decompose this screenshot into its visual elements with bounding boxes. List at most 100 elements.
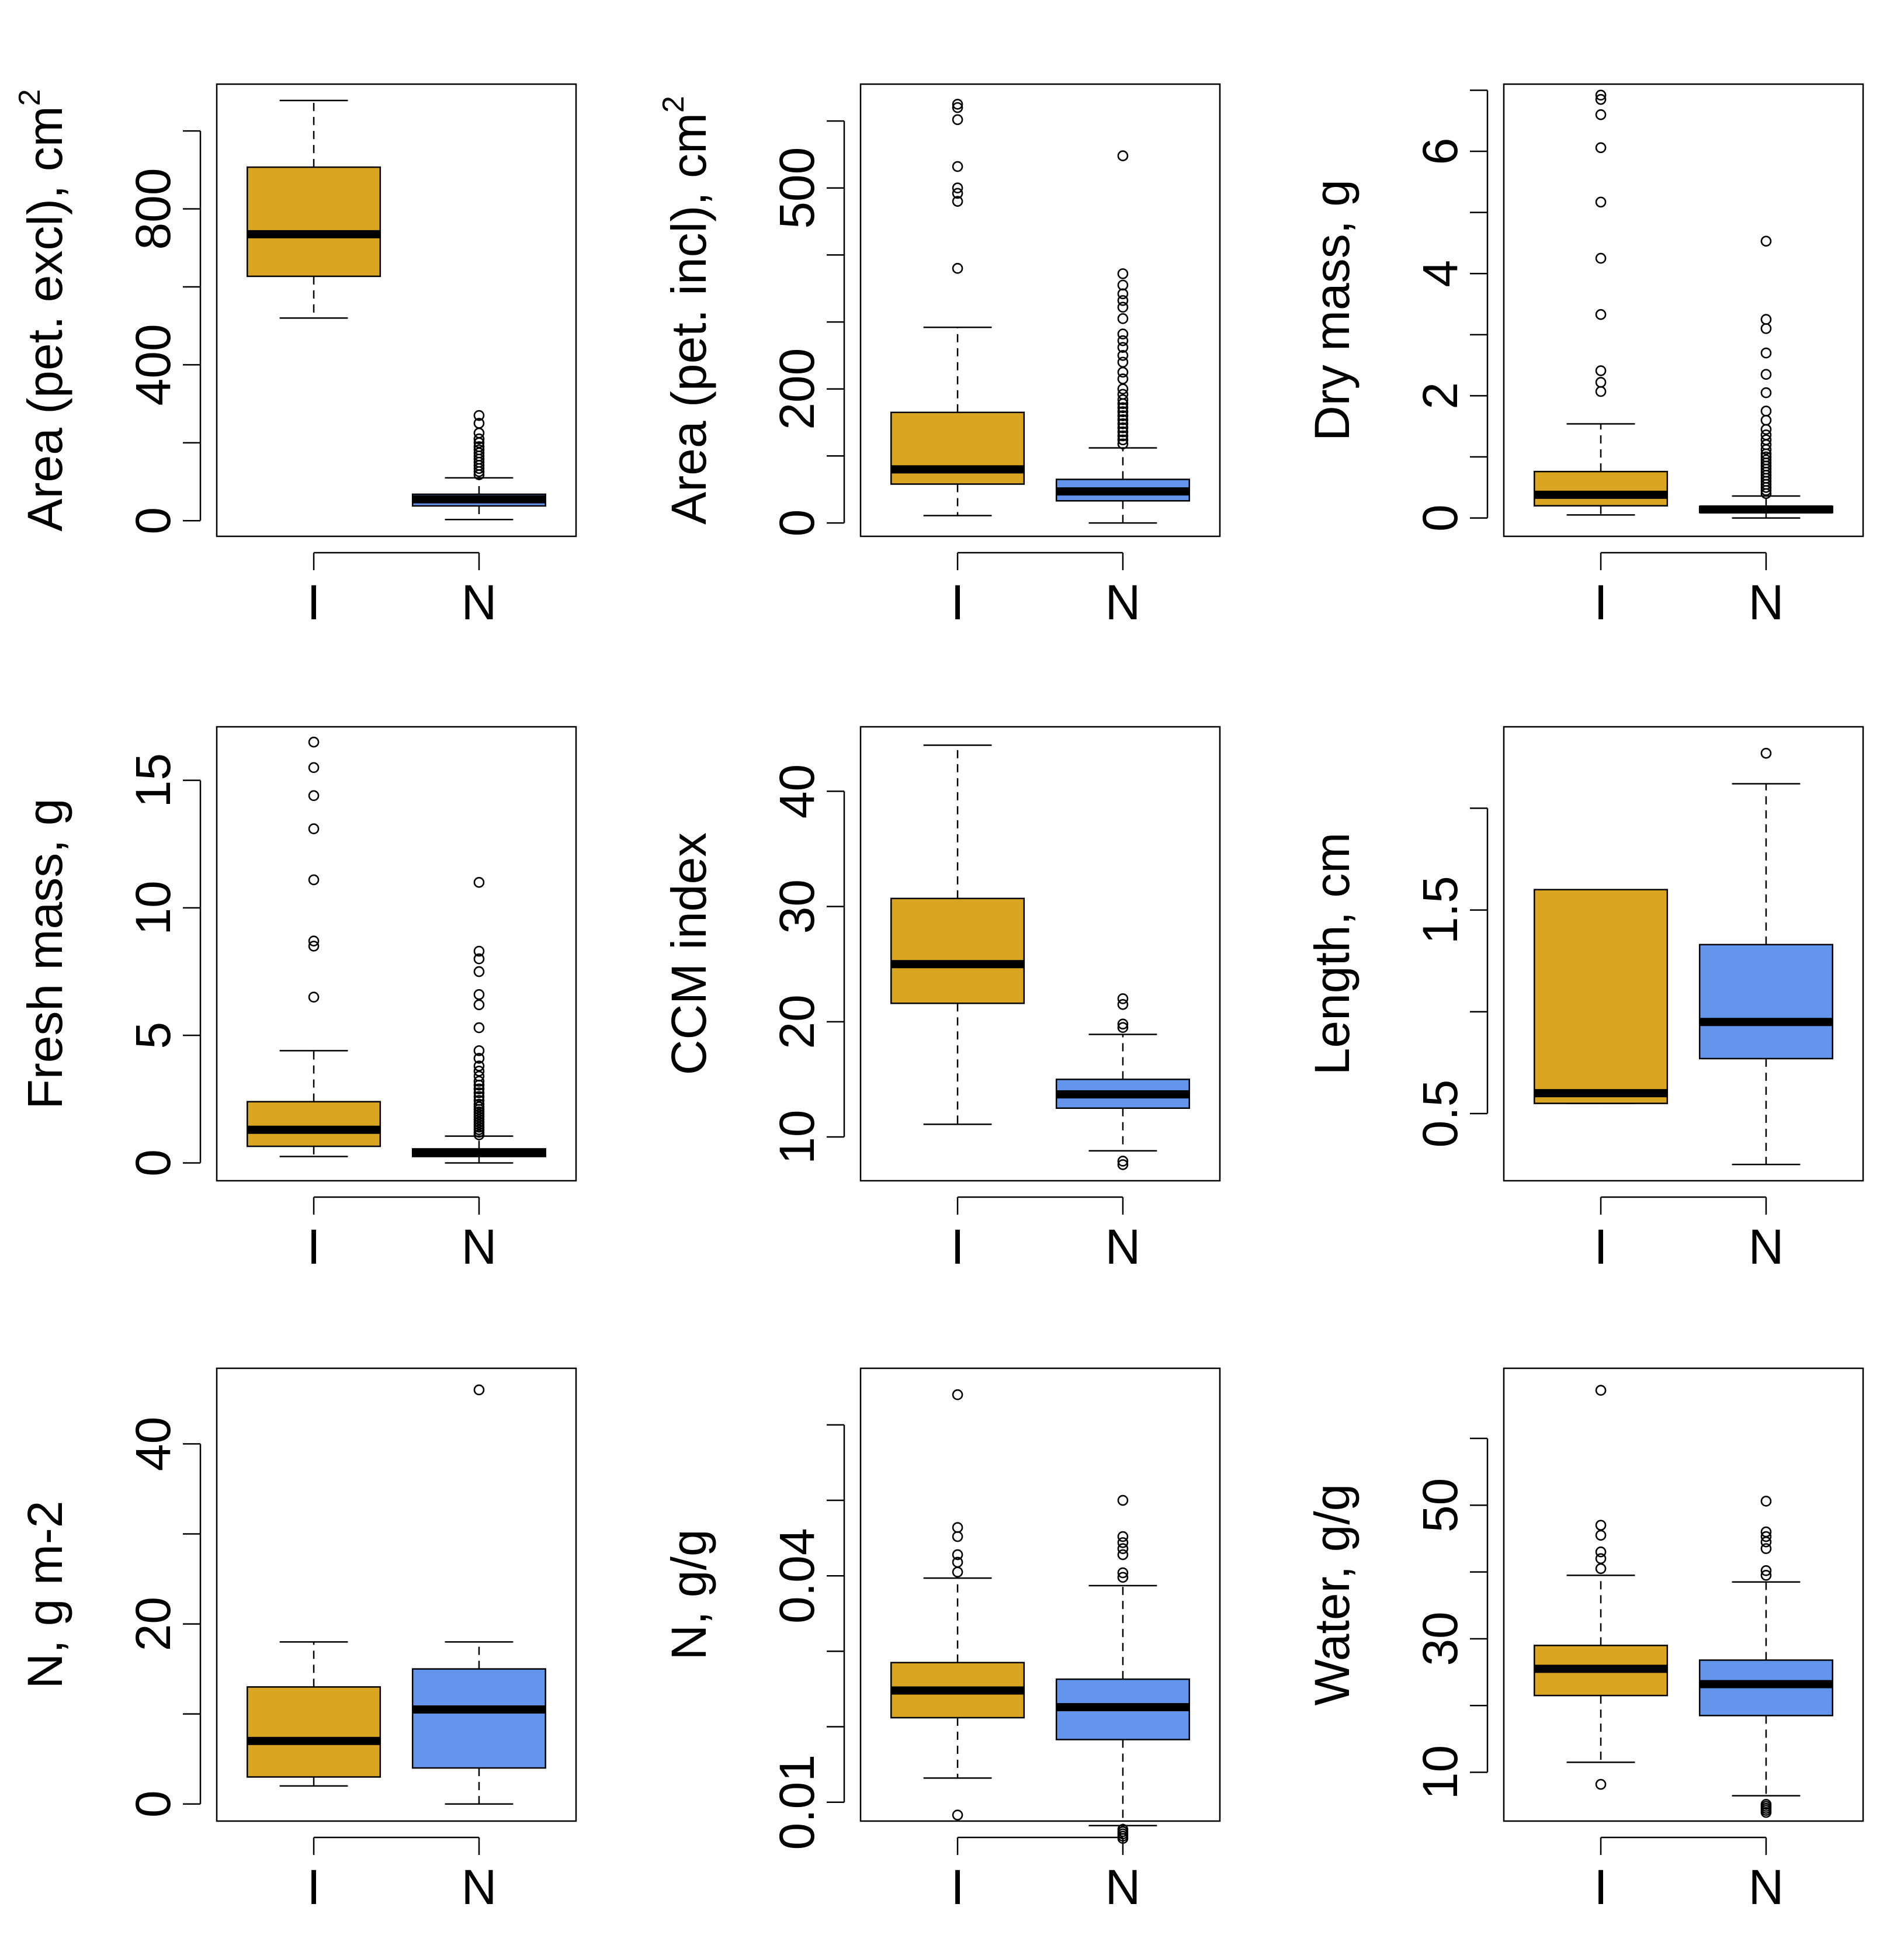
- outlier-point: [473, 1091, 485, 1102]
- x-tick-label-I: I: [1594, 1860, 1607, 1915]
- box-N: [1698, 1496, 1833, 1818]
- outlier-point: [1595, 252, 1607, 264]
- box-N: [411, 876, 546, 1164]
- boxplot-panel-6: 0.5 1.5 I N Length, cm: [1305, 726, 1864, 1274]
- outlier-point: [1117, 1543, 1129, 1555]
- outlier-point: [473, 444, 485, 456]
- outlier-point: [1760, 369, 1772, 380]
- y-tick-label: 50: [1413, 1478, 1468, 1532]
- outlier-point: [1595, 1520, 1607, 1531]
- box-iqr: [1534, 470, 1669, 507]
- y-tick-label: 20: [769, 994, 824, 1049]
- y-axis-label-text: CCM index: [661, 833, 716, 1075]
- box-N: [411, 1384, 546, 1805]
- plot-frame: [859, 726, 1221, 1182]
- box-iqr: [411, 1668, 546, 1769]
- outlier-point: [952, 1566, 963, 1578]
- outlier-point: [1117, 295, 1129, 306]
- box-iqr: [1534, 889, 1669, 1104]
- y-axis-label-text: N, g/g: [661, 1529, 716, 1660]
- y-axis-label-superscript: 2: [13, 89, 47, 106]
- y-axis-label-text: Area (pet. excl), cm: [18, 106, 72, 531]
- y-tick-label: 30: [769, 879, 824, 934]
- outlier-point: [1117, 373, 1129, 384]
- outlier-point: [952, 1531, 963, 1542]
- plot-frame: [216, 83, 577, 538]
- boxplot-panel-2: 0 200 500 I N Area (pet. incl), cm2: [657, 83, 1221, 630]
- outlier-point: [473, 1045, 485, 1056]
- outlier-point: [1595, 1385, 1607, 1396]
- y-tick-label: 0: [126, 1790, 181, 1818]
- x-tick-label-N: N: [1749, 1219, 1784, 1274]
- box-iqr: [247, 1686, 382, 1778]
- outlier-point: [1760, 405, 1772, 417]
- outlier-point: [1760, 429, 1772, 441]
- outlier-point: [1760, 387, 1772, 398]
- outlier-point: [473, 1065, 485, 1077]
- outlier-point: [1117, 279, 1129, 291]
- outlier-point: [1595, 309, 1607, 320]
- outlier-point: [952, 1809, 963, 1820]
- outlier-point: [308, 823, 320, 834]
- outlier-point: [1595, 365, 1607, 376]
- x-tick-label-N: N: [1105, 575, 1141, 630]
- outlier-point: [308, 935, 320, 946]
- x-tick-label-N: N: [1105, 1860, 1141, 1915]
- y-tick-label: 2: [1413, 382, 1468, 410]
- y-axis-label: N, g/g: [661, 1529, 716, 1660]
- y-axis-label-superscript: 2: [657, 96, 691, 113]
- y-axis-label: Length, cm: [1305, 833, 1359, 1076]
- x-tick-label-N: N: [1105, 1219, 1141, 1274]
- x-tick-label-N: N: [462, 575, 497, 630]
- y-axis-label: N, g m-2: [18, 1500, 72, 1688]
- y-axis-label-text: Dry mass, g: [1305, 179, 1359, 441]
- y-tick-label: 30: [1413, 1611, 1468, 1666]
- outlier-point: [1117, 328, 1129, 340]
- box-N: [1698, 235, 1833, 519]
- outlier-point: [1117, 268, 1129, 279]
- y-tick-label: 4: [1413, 260, 1468, 287]
- outlier-point: [1117, 1494, 1129, 1506]
- outlier-point: [1117, 389, 1129, 400]
- outlier-point: [473, 447, 485, 459]
- outlier-point: [952, 1522, 963, 1533]
- outlier-point: [1595, 386, 1607, 397]
- boxplot-panel-3: 0 2 4 6 I N Dry mass, g: [1305, 83, 1864, 630]
- outlier-point: [473, 1022, 485, 1034]
- outlier-point: [1595, 196, 1607, 208]
- outlier-point: [473, 1070, 485, 1082]
- y-tick-label: 0: [126, 1149, 181, 1177]
- outlier-point: [473, 1087, 485, 1098]
- outlier-point: [1760, 1531, 1772, 1542]
- y-tick-label: 0.01: [769, 1754, 824, 1850]
- outlier-point: [1760, 323, 1772, 334]
- outlier-point: [473, 441, 485, 452]
- y-tick-label: 5: [126, 1022, 181, 1049]
- outlier-point: [1117, 150, 1129, 161]
- y-axis-label-text: Area (pet. incl), cm: [661, 113, 716, 525]
- outlier-point: [308, 991, 320, 1003]
- outlier-point: [473, 876, 485, 888]
- y-axis-label-text: N, g m-2: [18, 1500, 72, 1688]
- outlier-point: [952, 114, 963, 126]
- y-tick-label: 40: [126, 1417, 181, 1471]
- outlier-point: [1760, 1526, 1772, 1538]
- y-tick-label: 0: [126, 507, 181, 535]
- box-I: [1534, 889, 1669, 1104]
- outlier-point: [473, 999, 485, 1011]
- plot-frame: [216, 1367, 577, 1822]
- outlier-point: [1595, 377, 1607, 388]
- box-N: [1055, 150, 1190, 524]
- outlier-point: [1117, 366, 1129, 378]
- box-I: [890, 99, 1025, 516]
- x-tick-label-N: N: [462, 1860, 497, 1915]
- box-N: [411, 410, 546, 521]
- y-tick-label: 6: [1413, 138, 1468, 165]
- box-I: [247, 736, 382, 1157]
- outlier-point: [308, 790, 320, 802]
- outlier-point: [1595, 1553, 1607, 1565]
- box-I: [890, 1389, 1025, 1820]
- y-tick-label: 0.04: [769, 1528, 824, 1624]
- plot-frame: [859, 1367, 1221, 1822]
- y-tick-label: 0: [1413, 504, 1468, 532]
